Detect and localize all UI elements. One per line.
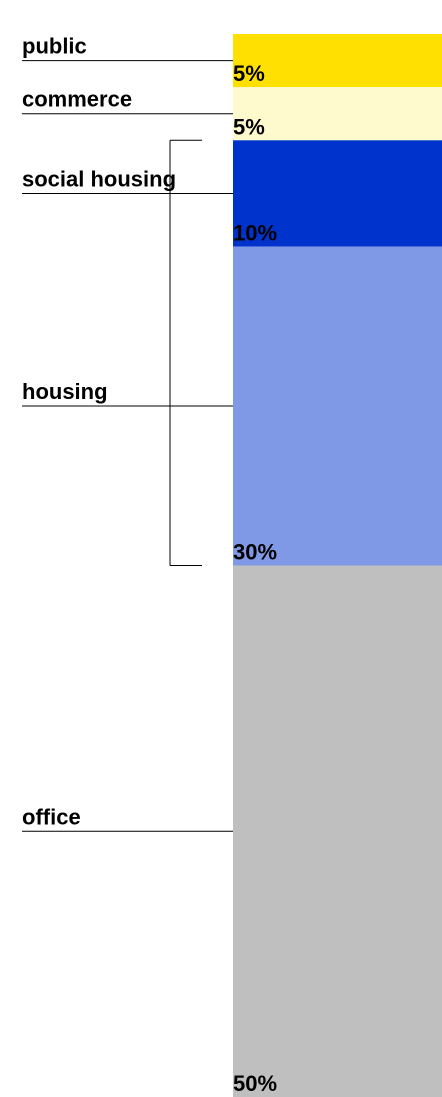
segment [233,34,442,88]
value-label: 10% [233,221,277,246]
segment [233,140,442,247]
value-label: 5% [233,114,265,139]
category-label: social housing [22,166,176,191]
segment [233,87,442,141]
value-label: 5% [233,61,265,86]
value-label: 50% [233,1071,277,1096]
value-label: 30% [233,540,277,565]
segment [233,565,442,1097]
category-label: public [22,34,87,59]
segment [233,246,442,566]
category-label: office [22,804,81,829]
category-label: commerce [22,87,132,112]
category-label: housing [22,379,108,404]
